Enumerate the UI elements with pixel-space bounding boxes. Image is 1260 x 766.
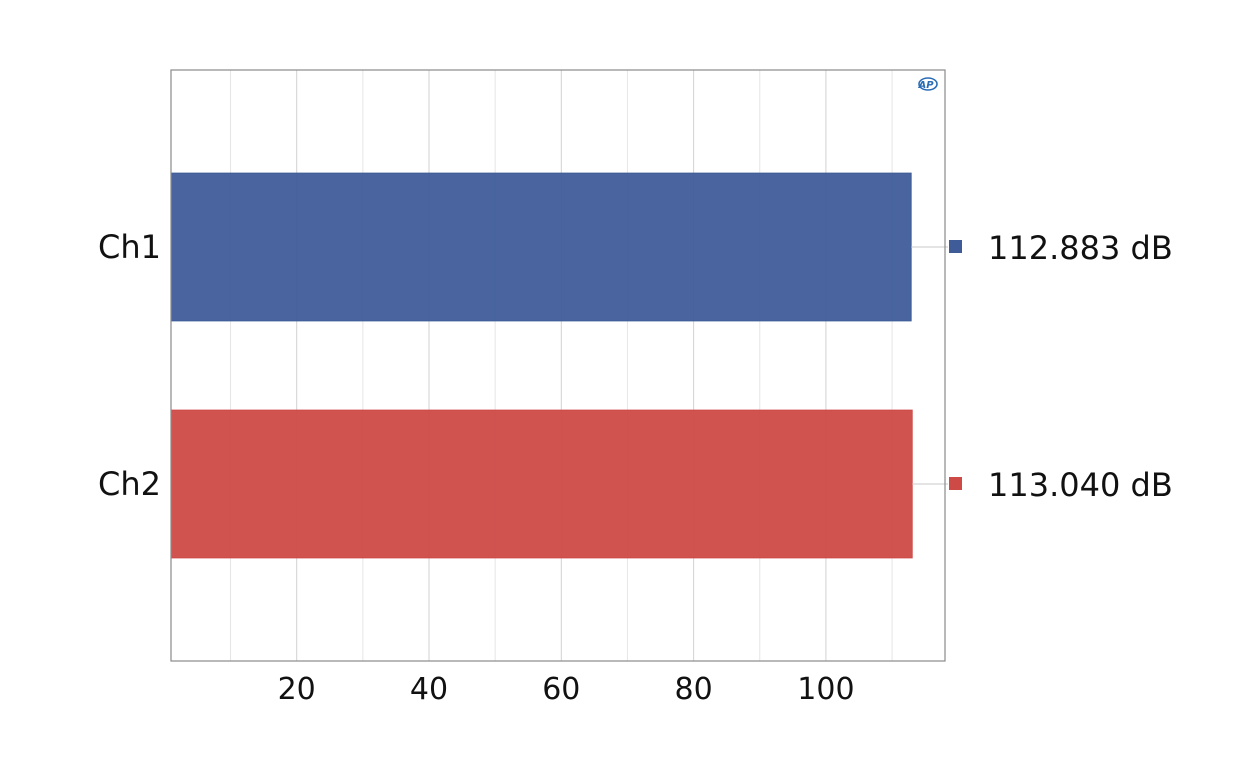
value-label: 112.883 dB — [988, 229, 1173, 267]
legend-marker — [949, 477, 962, 490]
x-tick-label: 60 — [542, 672, 580, 707]
x-tick-label: 20 — [278, 672, 316, 707]
category-label: Ch1 — [98, 228, 161, 266]
legend-marker — [949, 240, 962, 253]
plot-frame — [170, 69, 946, 662]
category-label: Ch2 — [98, 465, 161, 503]
ap-logo: AP — [917, 77, 938, 91]
ap-logo-ring — [918, 77, 938, 91]
grid-layer — [230, 70, 893, 661]
x-tick-label: 40 — [410, 672, 448, 707]
bar-ch1 — [170, 172, 912, 322]
tick-layer: 20 40 60 80 100 — [278, 672, 855, 707]
value-label: 113.040 dB — [988, 466, 1173, 504]
x-tick-label: 100 — [797, 672, 854, 707]
bar-layer — [170, 172, 948, 559]
label-layer: Ch1 Ch2 — [98, 228, 161, 503]
ap-logo-text: AP — [917, 80, 934, 91]
bar-ch2 — [170, 409, 913, 559]
legend-layer: 112.883 dB 113.040 dB — [949, 229, 1173, 504]
x-tick-label: 80 — [675, 672, 713, 707]
